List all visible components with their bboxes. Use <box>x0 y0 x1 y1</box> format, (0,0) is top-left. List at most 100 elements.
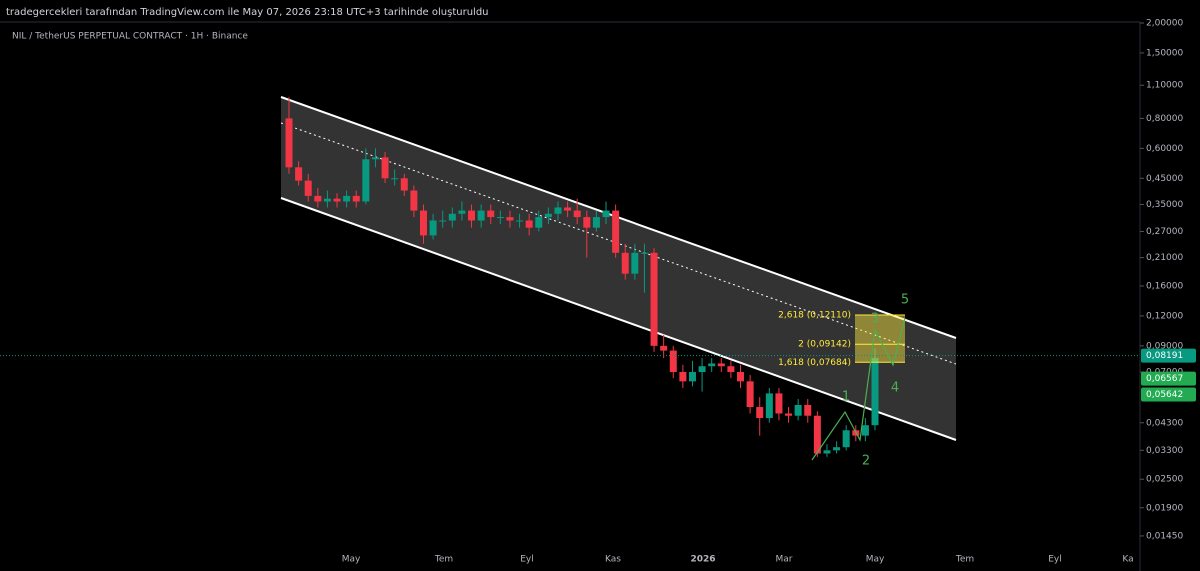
y-tick-label: 1,10000 <box>1146 81 1183 91</box>
candle-body <box>448 213 456 221</box>
x-tick-label: May <box>342 555 361 565</box>
candle-body <box>621 252 629 274</box>
y-tick-label: 0,02500 <box>1146 475 1183 485</box>
wave-label: 3 <box>871 312 879 327</box>
fib-label: 2,618 (0,12110) <box>778 310 851 320</box>
candle-body <box>737 372 745 382</box>
price-tag-label: 0,05642 <box>1146 390 1183 400</box>
candle-body <box>833 447 841 451</box>
candle-body <box>544 213 552 218</box>
candle-body <box>295 167 303 181</box>
y-tick-label: 0,27000 <box>1146 227 1183 237</box>
price-tag <box>1141 387 1196 402</box>
candle-body <box>554 207 562 214</box>
candle-body <box>775 393 783 414</box>
candle-body <box>698 366 706 373</box>
channel-fill <box>281 97 956 440</box>
candle-body <box>391 178 399 180</box>
candle-body <box>592 217 600 228</box>
candle-body <box>371 157 379 160</box>
wave-path <box>811 317 906 461</box>
candle-body <box>717 363 725 367</box>
candle-body <box>564 207 572 211</box>
candle-body <box>813 415 821 454</box>
x-tick-label: Eyl <box>520 555 534 565</box>
y-tick-label: 0,60000 <box>1146 144 1183 154</box>
x-tick-label: Kas <box>605 555 621 565</box>
x-tick-label: Tem <box>955 555 974 565</box>
candle-body <box>314 195 322 202</box>
candle-body <box>785 413 793 416</box>
candle-body <box>506 217 514 221</box>
candle-body <box>708 363 716 367</box>
candle-body <box>381 157 389 179</box>
y-tick-label: 0,16000 <box>1146 281 1183 291</box>
candle-body <box>429 220 437 236</box>
candle-body <box>679 372 687 382</box>
channel-bottom <box>280 197 957 441</box>
candle-body <box>640 252 648 254</box>
candle-body <box>285 118 293 168</box>
y-tick-label: 0,21000 <box>1146 253 1183 263</box>
candle-body <box>352 195 360 202</box>
price-tag <box>1141 348 1196 363</box>
wave-label: 1 <box>842 390 850 405</box>
candle-body <box>477 210 485 221</box>
x-tick-label: Mar <box>776 555 793 565</box>
candle-body <box>669 350 677 373</box>
price-tag-label: 0,08191 <box>1146 351 1183 361</box>
candle-body <box>419 210 427 236</box>
x-tick-label: Tem <box>434 555 453 565</box>
x-tick-label: Eyl <box>1048 555 1062 565</box>
wave-label: 2 <box>862 454 870 469</box>
candle-body <box>323 198 331 202</box>
wave-label: 4 <box>891 381 899 396</box>
candle-body <box>525 220 533 228</box>
candle-body <box>304 180 312 196</box>
candle-body <box>842 430 850 448</box>
candle-body <box>362 159 370 202</box>
candle-body <box>823 450 831 454</box>
candle-body <box>746 381 754 408</box>
candle-body <box>333 198 341 202</box>
candle-body <box>496 217 504 219</box>
y-tick-label: 0,12000 <box>1146 311 1183 321</box>
candle-body <box>861 425 869 436</box>
y-tick-label: 2,00000 <box>1146 18 1183 28</box>
y-tick-label: 0,80000 <box>1146 114 1183 124</box>
candle-body <box>458 210 466 214</box>
wave-label: 5 <box>901 293 909 308</box>
candle-body <box>468 210 476 221</box>
fib-label: 2 (0,09142) <box>798 340 851 350</box>
y-tick-label: 0,09000 <box>1146 341 1183 351</box>
candle-body <box>756 407 764 419</box>
candle-body <box>343 195 351 202</box>
header: tradegercekleri tarafından TradingView.c… <box>6 7 489 18</box>
y-tick-label: 0,45000 <box>1146 174 1183 184</box>
x-tick-label: 2026 <box>690 555 715 565</box>
x-tick-label: May <box>866 555 885 565</box>
candle-body <box>794 404 802 416</box>
y-tick-label: 0,03300 <box>1146 446 1183 456</box>
candle-body <box>583 217 591 228</box>
y-tick-label: 0,35000 <box>1146 200 1183 210</box>
candle-body <box>400 178 408 191</box>
y-tick-label: 0,04300 <box>1146 418 1183 428</box>
fib-label: 1,618 (0,07684) <box>778 358 851 368</box>
candle-body <box>487 210 495 218</box>
candle-body <box>410 190 418 211</box>
candle-body <box>439 220 447 222</box>
price-tag-label: 0,06567 <box>1146 374 1183 384</box>
candle-body <box>804 404 812 416</box>
y-tick-label: 0,01900 <box>1146 503 1183 513</box>
candle-body <box>688 372 696 382</box>
candle-body <box>612 210 620 253</box>
candle-body <box>631 252 639 274</box>
x-tick-label: Ka <box>1122 555 1133 565</box>
candle-body <box>573 210 581 218</box>
candle-body <box>727 366 735 373</box>
candle-body <box>516 220 524 222</box>
y-tick-label: 0,01450 <box>1146 531 1183 541</box>
